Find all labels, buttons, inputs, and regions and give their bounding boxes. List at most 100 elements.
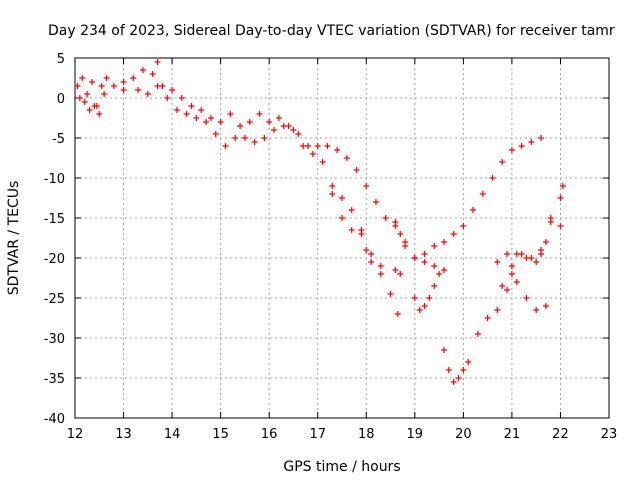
data-point — [499, 159, 506, 165]
data-point — [460, 367, 467, 373]
data-point — [394, 311, 401, 317]
x-tick-label: 17 — [309, 427, 326, 442]
data-point — [207, 115, 214, 121]
data-point — [528, 255, 535, 261]
data-point — [120, 87, 127, 93]
data-point — [538, 251, 545, 257]
data-point — [411, 295, 418, 301]
plot-frame — [74, 57, 610, 419]
data-point — [397, 231, 404, 237]
x-tick-label: 12 — [67, 427, 84, 442]
data-point — [232, 135, 239, 141]
x-tick-label: 21 — [504, 427, 521, 442]
data-point — [533, 259, 540, 265]
x-tick-label: 13 — [115, 427, 132, 442]
data-point — [421, 251, 428, 257]
data-point — [334, 147, 341, 153]
data-point — [397, 271, 404, 277]
data-point — [402, 243, 409, 249]
data-point — [309, 151, 316, 157]
data-point — [339, 215, 345, 221]
data-point — [440, 267, 447, 273]
data-point — [450, 231, 457, 237]
x-tick-label: 14 — [164, 427, 181, 442]
data-point — [86, 107, 93, 113]
y-tick-label: -5 — [52, 132, 65, 147]
data-point — [392, 267, 399, 273]
data-point — [450, 379, 457, 385]
y-tick-label: -30 — [44, 332, 65, 347]
data-point — [198, 107, 205, 113]
series-tamr-h — [499, 215, 564, 289]
data-point — [528, 139, 535, 145]
data-point — [91, 103, 98, 109]
data-point — [144, 91, 151, 97]
x-tick-label: 15 — [212, 427, 229, 442]
data-point — [164, 95, 171, 101]
x-tick-label: 18 — [358, 427, 375, 442]
data-point — [188, 103, 195, 109]
y-tick-label: -35 — [44, 372, 65, 387]
data-point — [460, 223, 467, 229]
data-point — [79, 75, 86, 81]
data-point — [421, 303, 428, 309]
series-tamr-g — [494, 183, 566, 265]
data-point — [329, 191, 336, 197]
data-point — [343, 155, 350, 161]
data-point — [557, 195, 564, 201]
data-point — [212, 131, 219, 137]
data-point — [559, 183, 566, 189]
data-point — [445, 367, 452, 373]
data-point — [130, 75, 137, 81]
x-tick-label: 22 — [552, 427, 569, 442]
series-tamr-b — [76, 83, 401, 317]
data-point — [508, 271, 515, 277]
y-axis-label: SDTVAR / TECUs — [6, 181, 22, 296]
data-point — [300, 143, 307, 149]
x-tick-label: 16 — [261, 427, 278, 442]
data-point — [193, 115, 200, 121]
data-point — [440, 239, 447, 245]
data-point — [227, 111, 234, 117]
data-point — [178, 95, 185, 101]
y-tick-label: 0 — [57, 92, 65, 107]
y-tick-label: -20 — [44, 252, 65, 267]
data-point — [387, 291, 394, 297]
data-point — [120, 79, 127, 85]
x-tick-label: 23 — [601, 427, 618, 442]
data-point — [88, 79, 95, 85]
data-point — [353, 167, 360, 173]
data-point — [290, 127, 297, 133]
data-point — [508, 263, 515, 269]
data-point — [222, 143, 229, 149]
data-point — [416, 307, 423, 313]
data-point — [431, 283, 438, 289]
data-point — [103, 75, 110, 81]
data-point — [348, 227, 355, 233]
data-point — [523, 295, 530, 301]
data-point — [363, 247, 370, 253]
data-point — [518, 143, 525, 149]
data-point — [494, 259, 501, 265]
data-point — [494, 307, 501, 313]
data-point — [241, 135, 248, 141]
y-tick-label: -15 — [44, 212, 65, 227]
data-point — [217, 119, 224, 125]
data-point — [149, 71, 156, 77]
data-point — [237, 123, 244, 129]
data-point — [154, 59, 161, 65]
data-point — [455, 375, 462, 381]
data-point — [533, 307, 540, 313]
data-point — [421, 259, 428, 265]
data-point — [135, 87, 142, 93]
data-point — [84, 91, 91, 97]
data-point — [139, 67, 146, 73]
data-point — [154, 83, 161, 89]
data-point — [513, 279, 520, 285]
data-point — [324, 143, 331, 149]
data-point — [411, 255, 418, 261]
data-point — [76, 95, 83, 101]
y-tick-label: -25 — [44, 292, 65, 307]
data-point — [266, 119, 273, 125]
